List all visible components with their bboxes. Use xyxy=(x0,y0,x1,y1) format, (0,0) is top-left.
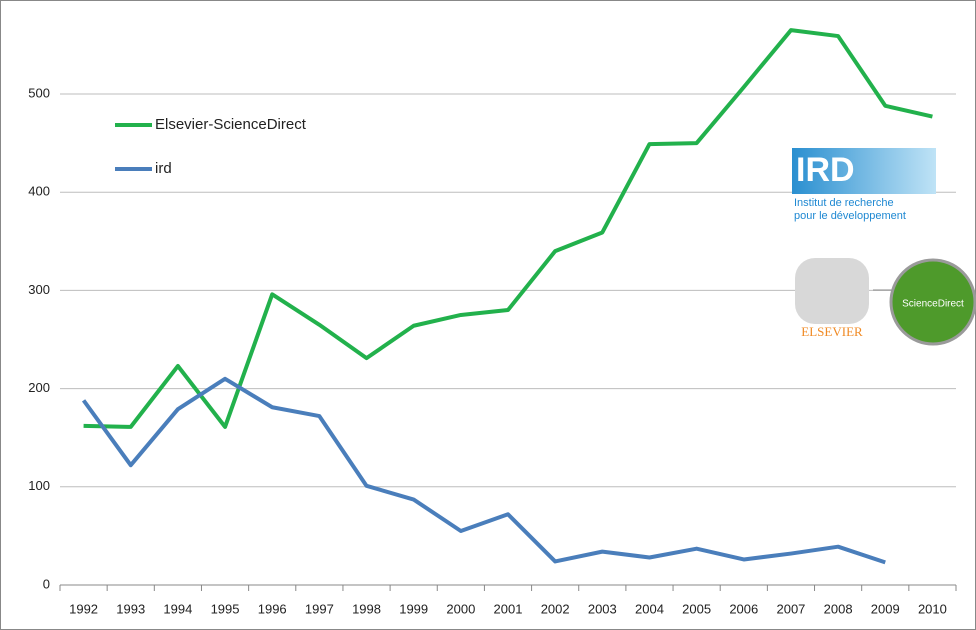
series-line xyxy=(83,28,933,429)
legend-label: ird xyxy=(155,160,172,177)
x-tick-label: 1998 xyxy=(352,601,381,616)
x-tick-label: 2008 xyxy=(824,601,853,616)
ird-banner xyxy=(792,148,936,194)
x-tick-label: 2006 xyxy=(729,601,758,616)
x-tick-label: 1994 xyxy=(163,601,192,616)
x-tick-label: 2009 xyxy=(871,601,900,616)
legend-label: Elsevier-ScienceDirect xyxy=(155,116,307,133)
x-tick-label: 2007 xyxy=(776,601,805,616)
y-tick-label: 300 xyxy=(28,282,50,297)
x-tick-label: 2003 xyxy=(588,601,617,616)
x-tick-label: 2005 xyxy=(682,601,711,616)
ird-logo: IRD Institut de recherche pour le dévelo… xyxy=(792,148,936,222)
sciencedirect-circle xyxy=(889,258,976,346)
x-tick-label: 1999 xyxy=(399,601,428,616)
elsevier-base xyxy=(790,324,874,340)
x-tick-label: 1992 xyxy=(69,601,98,616)
x-tick-label: 1997 xyxy=(305,601,334,616)
sciencedirect-text: ScienceDirect xyxy=(902,299,964,310)
ird-caption: Institut de recherche xyxy=(794,197,894,209)
x-tick-label: 2000 xyxy=(446,601,475,616)
x-tick-label: 2002 xyxy=(541,601,570,616)
x-tick-label: 1995 xyxy=(211,601,240,616)
x-tick-label: 2001 xyxy=(494,601,523,616)
y-tick-label: 400 xyxy=(28,184,50,199)
x-tick-label: 1996 xyxy=(258,601,287,616)
series-line xyxy=(81,376,886,565)
x-tick-label: 2004 xyxy=(635,601,664,616)
elsevier-tree xyxy=(795,258,869,324)
ird-caption: pour le développement xyxy=(794,210,906,222)
elsevier-logo: ELSEVIER ScienceDirect xyxy=(790,258,976,346)
ird-text: IRD xyxy=(796,151,855,189)
y-tick-label: 100 xyxy=(28,478,50,493)
elsevier-text: ELSEVIER xyxy=(801,324,863,339)
y-tick-label: 200 xyxy=(28,380,50,395)
y-tick-label: 500 xyxy=(28,85,50,100)
x-tick-label: 1993 xyxy=(116,601,145,616)
x-tick-label: 2010 xyxy=(918,601,947,616)
y-tick-label: 0 xyxy=(43,576,50,591)
